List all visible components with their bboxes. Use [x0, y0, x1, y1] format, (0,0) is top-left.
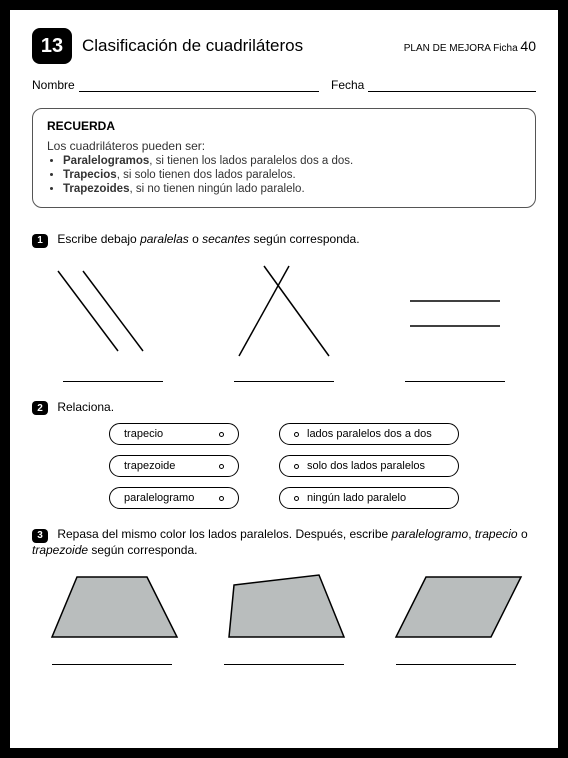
lines-figures-row — [32, 256, 536, 382]
remember-heading: RECUERDA — [47, 119, 521, 133]
date-label: Fecha — [331, 78, 364, 92]
shape-trapezoide — [209, 567, 359, 647]
connector-dot[interactable] — [219, 432, 224, 437]
figure-parallel-horizontal — [380, 256, 530, 366]
exercise-1: 1 Escribe debajo paralelas o secantes se… — [32, 232, 536, 382]
ex2-prompt: Relaciona. — [57, 400, 114, 414]
match-pill-paralelogramo[interactable]: paralelogramo — [109, 487, 239, 509]
shapes-row — [32, 567, 536, 665]
remember-box: RECUERDA Los cuadriláteros pueden ser: P… — [32, 108, 536, 208]
lesson-number-badge: 13 — [32, 28, 72, 64]
page-title: Clasificación de cuadriláteros — [82, 36, 394, 56]
name-input-line[interactable] — [79, 78, 319, 92]
ex1-prompt: Escribe debajo paralelas o secantes segú… — [57, 232, 359, 246]
shape-trapecio — [37, 567, 187, 647]
matching-area: trapecio trapezoide paralelogramo lados … — [32, 423, 536, 509]
exercise-2: 2 Relaciona. trapecio trapezoide paralel… — [32, 400, 536, 510]
exercise-badge: 2 — [32, 401, 48, 415]
ex3-prompt: Repasa del mismo color los lados paralel… — [32, 527, 528, 557]
connector-dot[interactable] — [294, 496, 299, 501]
answer-line[interactable] — [63, 370, 163, 382]
match-right-col: lados paralelos dos a dos solo dos lados… — [279, 423, 459, 509]
shape-paralelogramo — [381, 567, 531, 647]
answer-line[interactable] — [224, 653, 344, 665]
answer-line[interactable] — [396, 653, 516, 665]
figure-parallel-diagonal — [38, 256, 188, 366]
date-input-line[interactable] — [368, 78, 536, 92]
match-left-col: trapecio trapezoide paralelogramo — [109, 423, 239, 509]
exercise-badge: 1 — [32, 234, 48, 248]
answer-line[interactable] — [52, 653, 172, 665]
plan-label: PLAN DE MEJORA Ficha 40 — [404, 38, 536, 54]
list-item: Paralelogramos, si tienen los lados para… — [63, 155, 521, 167]
match-pill-trapezoide[interactable]: trapezoide — [109, 455, 239, 477]
ficha-number: 40 — [520, 38, 536, 54]
worksheet-header: 13 Clasificación de cuadriláteros PLAN D… — [32, 28, 536, 64]
remember-list: Paralelogramos, si tienen los lados para… — [47, 155, 521, 195]
figure-secant — [209, 256, 359, 366]
name-date-row: Nombre Fecha — [32, 78, 536, 92]
exercise-3: 3 Repasa del mismo color los lados paral… — [32, 527, 536, 665]
match-pill-def1[interactable]: lados paralelos dos a dos — [279, 423, 459, 445]
list-item: Trapecios, si solo tienen dos lados para… — [63, 169, 521, 181]
exercise-badge: 3 — [32, 529, 48, 543]
answer-line[interactable] — [234, 370, 334, 382]
match-pill-def2[interactable]: solo dos lados paralelos — [279, 455, 459, 477]
match-pill-trapecio[interactable]: trapecio — [109, 423, 239, 445]
connector-dot[interactable] — [219, 496, 224, 501]
plan-text: PLAN DE MEJORA Ficha — [404, 43, 518, 54]
answer-line[interactable] — [405, 370, 505, 382]
list-item: Trapezoides, si no tienen ningún lado pa… — [63, 183, 521, 195]
remember-intro: Los cuadriláteros pueden ser: — [47, 139, 521, 153]
match-pill-def3[interactable]: ningún lado paralelo — [279, 487, 459, 509]
connector-dot[interactable] — [294, 432, 299, 437]
connector-dot[interactable] — [219, 464, 224, 469]
name-label: Nombre — [32, 78, 75, 92]
connector-dot[interactable] — [294, 464, 299, 469]
